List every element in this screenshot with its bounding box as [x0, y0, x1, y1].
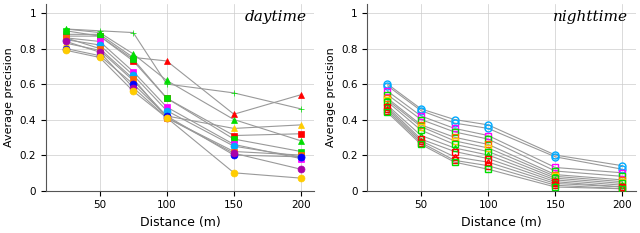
Text: nighttime: nighttime — [553, 10, 628, 24]
Y-axis label: Average precision: Average precision — [326, 48, 335, 147]
Text: daytime: daytime — [244, 10, 307, 24]
Y-axis label: Average precision: Average precision — [4, 48, 14, 147]
X-axis label: Distance (m): Distance (m) — [461, 216, 542, 229]
X-axis label: Distance (m): Distance (m) — [140, 216, 221, 229]
